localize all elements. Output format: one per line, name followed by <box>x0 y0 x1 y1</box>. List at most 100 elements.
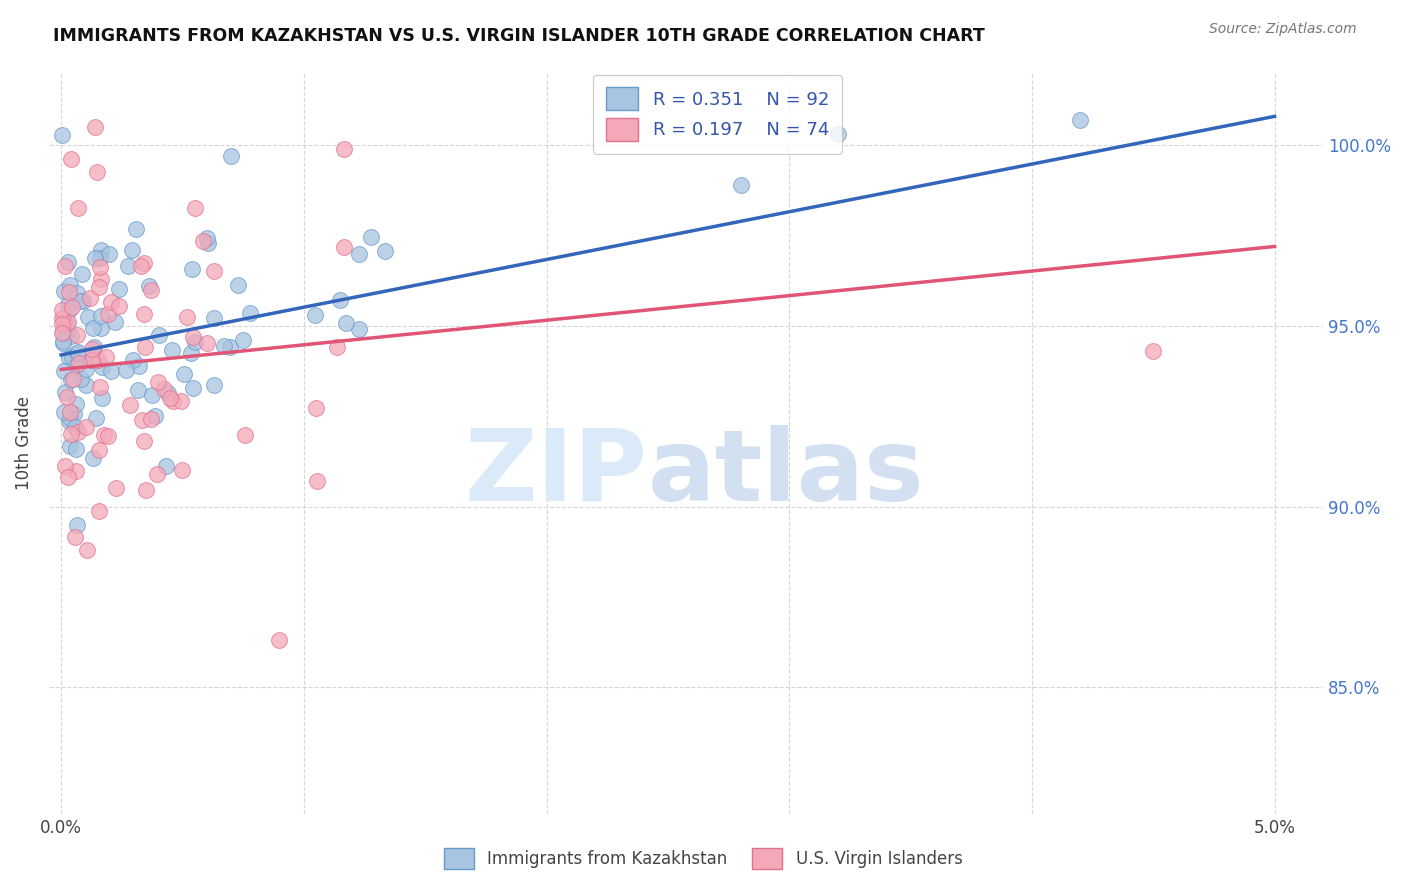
Point <box>128 359 150 373</box>
Point <box>66 425 89 440</box>
Point <box>53 384 76 399</box>
Point <box>170 394 193 409</box>
Point <box>105 481 128 495</box>
Point <box>180 262 202 277</box>
Point <box>86 353 108 368</box>
Point <box>59 278 82 293</box>
Point <box>79 291 101 305</box>
Legend: R = 0.351    N = 92, R = 0.197    N = 74: R = 0.351 N = 92, R = 0.197 N = 74 <box>593 75 842 153</box>
Point <box>132 256 155 270</box>
Point <box>87 280 110 294</box>
Point <box>305 474 328 488</box>
Point <box>89 251 111 265</box>
Point <box>97 429 120 443</box>
Point <box>214 339 236 353</box>
Point <box>91 359 114 374</box>
Point <box>66 517 89 532</box>
Point <box>730 178 752 193</box>
Point <box>202 264 225 278</box>
Point <box>75 377 97 392</box>
Point <box>52 336 75 351</box>
Point <box>90 272 112 286</box>
Point <box>148 328 170 343</box>
Point <box>59 438 82 452</box>
Point <box>333 142 356 156</box>
Point <box>58 470 80 484</box>
Point <box>132 434 155 448</box>
Point <box>153 382 176 396</box>
Point <box>59 410 82 425</box>
Point <box>360 230 382 244</box>
Point <box>58 351 80 366</box>
Point <box>76 542 98 557</box>
Point <box>155 458 177 473</box>
Text: ZIP: ZIP <box>465 425 648 522</box>
Point <box>159 391 181 405</box>
Point <box>75 419 97 434</box>
Point <box>55 325 77 339</box>
Point <box>53 316 76 330</box>
Point <box>56 255 79 269</box>
Point <box>100 364 122 378</box>
Point <box>90 320 112 334</box>
Point <box>66 346 89 360</box>
Point <box>267 633 290 648</box>
Point <box>60 350 83 364</box>
Point <box>162 394 184 409</box>
Point <box>183 334 205 349</box>
Point <box>62 371 84 385</box>
Point <box>97 247 120 261</box>
Point <box>219 340 242 354</box>
Point <box>117 260 139 274</box>
Point <box>75 361 97 376</box>
Point <box>70 372 93 386</box>
Point <box>146 467 169 481</box>
Text: Source: ZipAtlas.com: Source: ZipAtlas.com <box>1209 22 1357 37</box>
Point <box>60 427 83 442</box>
Point <box>332 240 354 254</box>
Point <box>52 334 75 348</box>
Point <box>148 376 170 390</box>
Point <box>70 267 93 281</box>
Point <box>59 152 82 166</box>
Point <box>827 128 849 142</box>
Point <box>56 390 79 404</box>
Point <box>141 387 163 401</box>
Point <box>191 234 214 248</box>
Point <box>66 201 89 215</box>
Text: atlas: atlas <box>648 425 925 522</box>
Point <box>58 302 80 317</box>
Point <box>65 530 87 544</box>
Point <box>104 315 127 329</box>
Point <box>183 202 205 216</box>
Point <box>82 321 104 335</box>
Point <box>115 363 138 377</box>
Point <box>347 321 370 335</box>
Point <box>374 244 396 258</box>
Point <box>107 299 129 313</box>
Point <box>69 293 91 308</box>
Point <box>96 351 118 365</box>
Point <box>131 413 153 427</box>
Point <box>134 307 156 321</box>
Point <box>239 306 262 320</box>
Text: IMMIGRANTS FROM KAZAKHSTAN VS U.S. VIRGIN ISLANDER 10TH GRADE CORRELATION CHART: IMMIGRANTS FROM KAZAKHSTAN VS U.S. VIRGI… <box>53 27 986 45</box>
Point <box>59 405 82 419</box>
Point <box>1069 113 1091 128</box>
Point <box>56 315 79 329</box>
Point <box>233 427 256 442</box>
Point <box>181 329 204 343</box>
Point <box>173 367 195 381</box>
Point <box>51 326 73 340</box>
Point <box>90 243 112 257</box>
Point <box>181 380 204 394</box>
Point <box>84 251 107 265</box>
Point <box>122 352 145 367</box>
Point <box>59 374 82 388</box>
Point <box>304 309 326 323</box>
Point <box>66 286 89 301</box>
Point <box>89 504 111 518</box>
Point <box>135 483 157 497</box>
Point <box>65 397 87 411</box>
Legend: Immigrants from Kazakhstan, U.S. Virgin Islanders: Immigrants from Kazakhstan, U.S. Virgin … <box>433 838 973 880</box>
